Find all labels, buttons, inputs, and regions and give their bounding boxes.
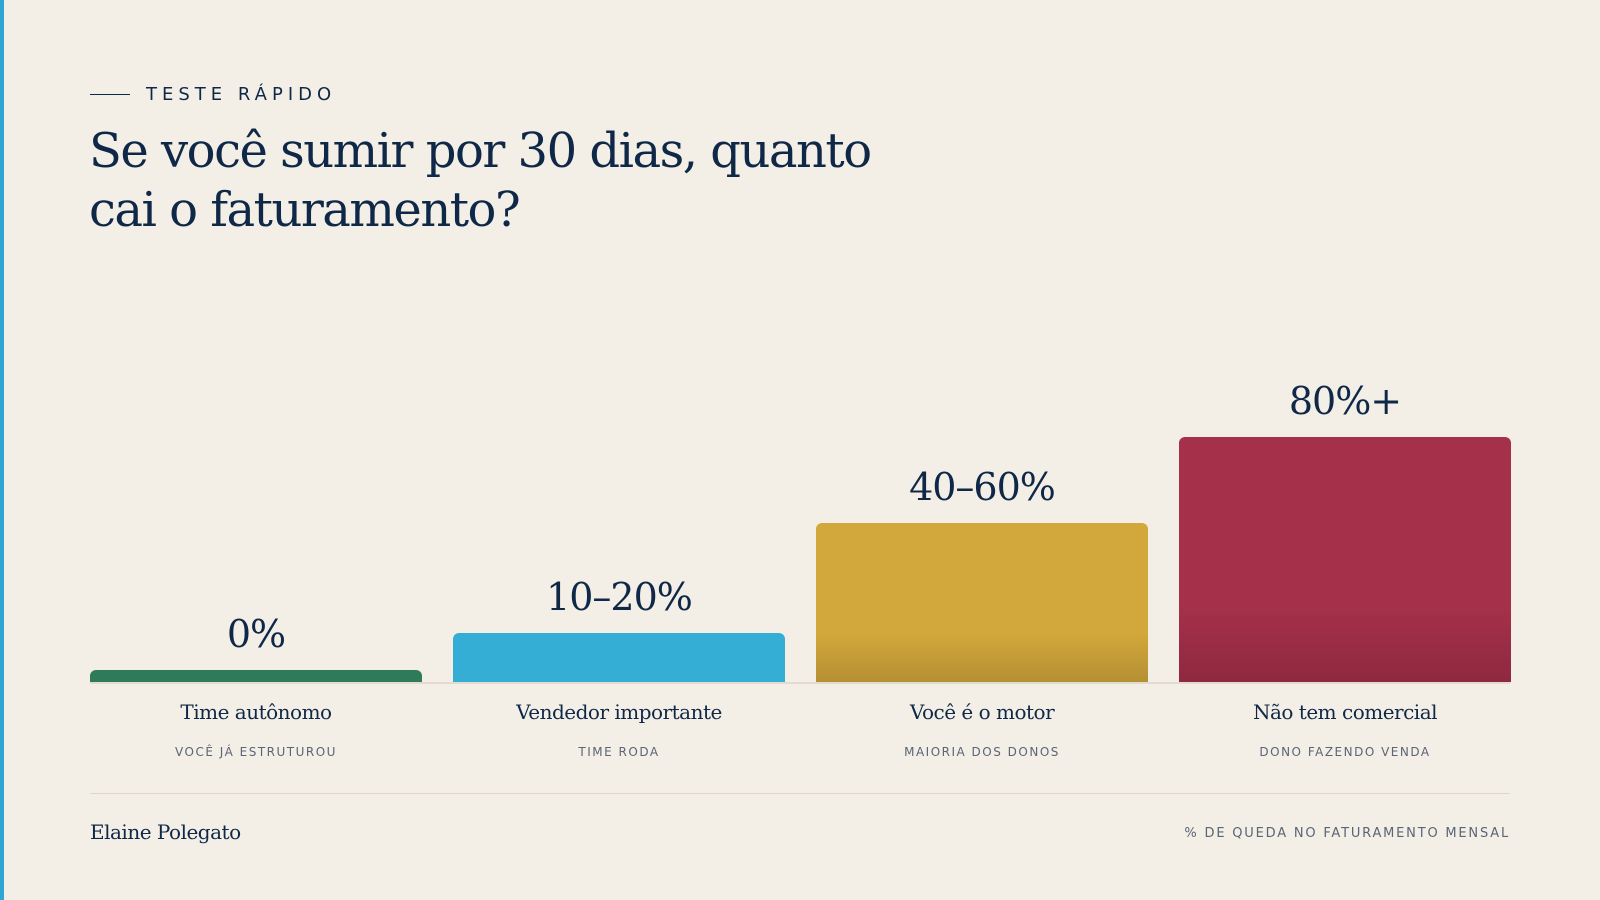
unit-note: % DE QUEDA NO FATURAMENTO MENSAL bbox=[1184, 826, 1510, 841]
page-title: Se você sumir por 30 dias, quanto cai o … bbox=[89, 123, 872, 238]
category-sublabel-4: DONO FAZENDO VENDA bbox=[1259, 745, 1431, 759]
bar-value-label-1: 0% bbox=[226, 612, 286, 656]
category-sublabel-1: VOCÊ JÁ ESTRUTUROU bbox=[175, 745, 337, 759]
bar-2 bbox=[453, 633, 785, 682]
accent-rail bbox=[0, 0, 4, 900]
bar-value-label-3: 40–60% bbox=[909, 465, 1056, 509]
bar-value-label-4: 80%+ bbox=[1288, 379, 1402, 423]
category-sublabel-3: MAIORIA DOS DONOS bbox=[904, 745, 1060, 759]
author-name: Elaine Polegato bbox=[90, 820, 241, 844]
category-sublabel-2: TIME RODA bbox=[578, 745, 660, 759]
bar-4 bbox=[1179, 437, 1511, 682]
chart-baseline bbox=[90, 682, 1510, 684]
category-label-1: Time autônomo bbox=[180, 700, 332, 724]
bar-value-label-2: 10–20% bbox=[546, 575, 693, 619]
bar-1 bbox=[90, 670, 422, 682]
eyebrow: TESTE RÁPIDO bbox=[90, 84, 336, 105]
bar-3 bbox=[816, 523, 1148, 682]
category-label-2: Vendedor importante bbox=[516, 700, 722, 724]
category-label-4: Não tem comercial bbox=[1252, 700, 1438, 724]
eyebrow-rule bbox=[90, 94, 130, 95]
eyebrow-label: TESTE RÁPIDO bbox=[146, 84, 337, 105]
footer-divider bbox=[90, 793, 1510, 794]
category-label-3: Você é o motor bbox=[909, 700, 1055, 724]
